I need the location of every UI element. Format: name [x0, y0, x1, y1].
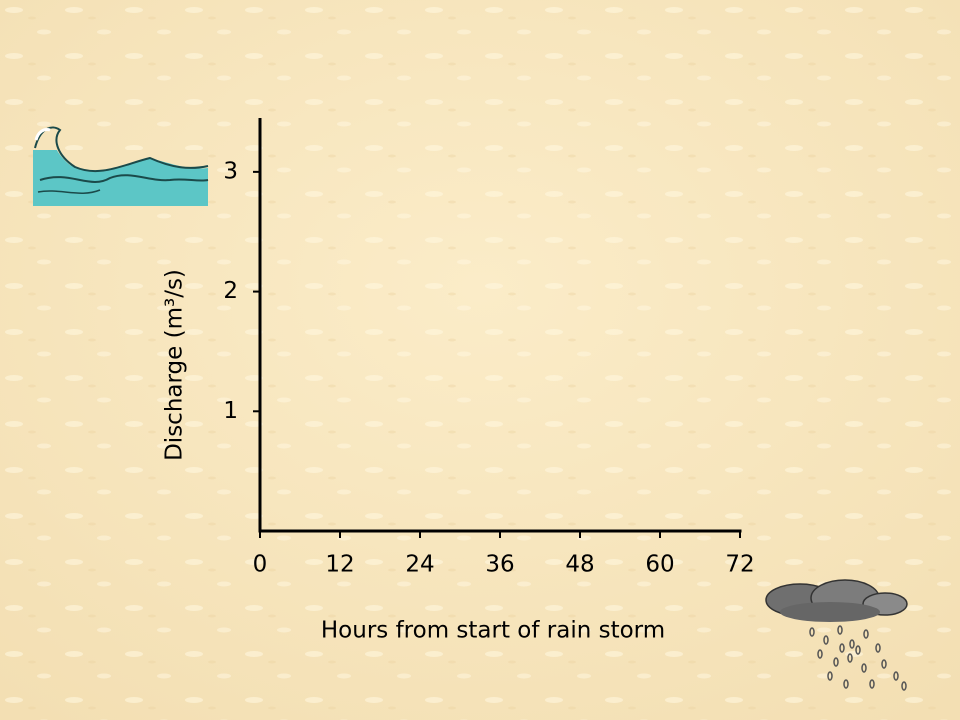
x-tick-label: 24	[405, 552, 434, 578]
waves-clipart	[33, 125, 209, 206]
y-tick-label: 2	[223, 278, 238, 304]
x-axis-title: Hours from start of rain storm	[321, 618, 665, 644]
x-tick-label: 0	[253, 552, 268, 578]
x-tick-label: 36	[485, 552, 514, 578]
x-tick-label: 60	[645, 552, 674, 578]
y-tick-label: 3	[223, 158, 238, 184]
x-tick-label: 48	[565, 552, 594, 578]
y-tick-label: 1	[223, 398, 238, 424]
rain-cloud-clipart	[765, 579, 908, 691]
x-tick-label: 72	[725, 552, 754, 578]
y-axis-title: Discharge (m³/s)	[162, 269, 188, 461]
x-tick-label: 12	[325, 552, 354, 578]
